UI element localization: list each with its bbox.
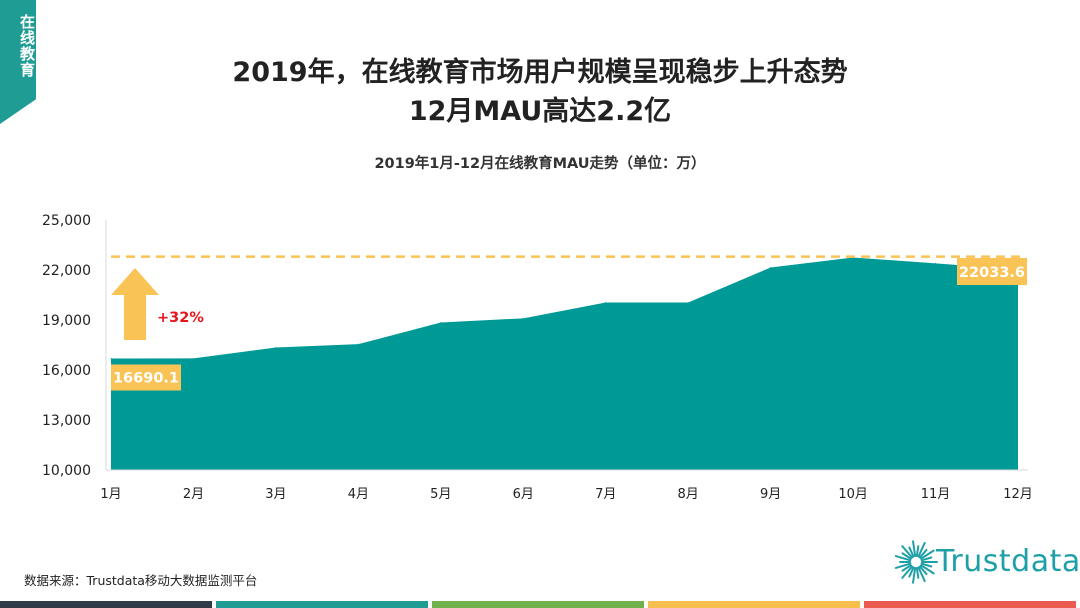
bar-segment bbox=[648, 601, 860, 608]
start-value-label: 16690.1 bbox=[113, 370, 179, 386]
logo-ray bbox=[917, 566, 926, 583]
growth-arrow-icon bbox=[111, 268, 159, 340]
logo-ray bbox=[918, 565, 928, 576]
logo-ray bbox=[915, 545, 920, 558]
start-value-box bbox=[111, 364, 181, 391]
x-tick-label: 4月 bbox=[348, 487, 369, 502]
x-tick-label: 1月 bbox=[100, 487, 121, 502]
x-tick-label: 9月 bbox=[760, 487, 781, 502]
logo-ray bbox=[894, 562, 912, 569]
y-tick-label: 10,000 bbox=[42, 463, 91, 479]
bar-segment bbox=[0, 601, 212, 608]
logo-ray bbox=[920, 549, 935, 560]
bar-segment bbox=[432, 601, 644, 608]
logo-ray bbox=[908, 566, 915, 578]
data-point bbox=[275, 347, 277, 348]
growth-label: +32% bbox=[157, 310, 204, 326]
x-tick-label: 8月 bbox=[678, 487, 699, 502]
logo-ray bbox=[901, 552, 912, 560]
bar-segment bbox=[216, 601, 428, 608]
logo-text: Trustdata bbox=[936, 544, 1080, 579]
end-value-box bbox=[957, 258, 1027, 285]
data-point bbox=[522, 317, 524, 319]
page-title: 2019年，在线教育市场用户规模呈现稳步上升态势 bbox=[232, 57, 848, 88]
trustdata-logo: Trustdata bbox=[892, 538, 1080, 594]
data-point bbox=[192, 357, 194, 359]
data-point bbox=[110, 357, 112, 359]
logo-ray bbox=[920, 562, 933, 568]
logo-ray bbox=[917, 541, 926, 558]
x-tick-label: 7月 bbox=[595, 487, 616, 502]
data-point bbox=[935, 262, 937, 264]
bar-segment bbox=[864, 601, 1076, 608]
x-tick-label: 6月 bbox=[513, 487, 534, 502]
x-tick-label: 11月 bbox=[921, 487, 951, 502]
logo-ray bbox=[908, 546, 915, 558]
logo-ray bbox=[915, 566, 920, 579]
logo-ray bbox=[894, 555, 912, 562]
y-tick-label: 13,000 bbox=[42, 413, 91, 429]
data-point bbox=[357, 343, 359, 345]
data-point bbox=[687, 302, 689, 303]
chart-title: 2019年1月-12月在线教育MAU走势（单位：万） bbox=[374, 156, 706, 172]
data-point bbox=[440, 322, 442, 323]
sunburst-icon bbox=[894, 540, 938, 584]
x-tick-label: 10月 bbox=[838, 487, 868, 502]
end-value-label: 22033.6 bbox=[959, 265, 1025, 281]
y-tick-label: 16,000 bbox=[42, 363, 91, 379]
logo-ray bbox=[918, 548, 928, 559]
x-tick-label: 3月 bbox=[265, 487, 286, 502]
y-tick-label: 25,000 bbox=[42, 213, 91, 229]
logo-ray bbox=[901, 545, 914, 559]
logo-ray bbox=[920, 564, 935, 575]
logo-ray bbox=[912, 566, 917, 584]
logo-ray bbox=[901, 565, 914, 579]
data-source: 数据来源：Trustdata移动大数据监测平台 bbox=[24, 573, 258, 588]
section-tab: 在线教育 bbox=[0, 0, 36, 124]
section-tab-label: 在线教育 bbox=[18, 14, 36, 78]
page-title-line2: 12月MAU高达2.2亿 bbox=[408, 96, 672, 127]
y-tick-label: 22,000 bbox=[42, 263, 91, 279]
y-tick-label: 19,000 bbox=[42, 313, 91, 329]
logo-ray bbox=[901, 564, 912, 572]
data-point bbox=[605, 302, 607, 303]
bottom-color-bar bbox=[0, 601, 1080, 608]
x-tick-label: 2月 bbox=[183, 487, 204, 502]
x-tick-label: 12月 bbox=[1003, 487, 1033, 502]
area-series bbox=[111, 257, 1018, 470]
data-point bbox=[770, 267, 772, 268]
logo-ray bbox=[920, 556, 933, 562]
logo-ray bbox=[912, 540, 917, 558]
x-tick-label: 5月 bbox=[430, 487, 451, 502]
